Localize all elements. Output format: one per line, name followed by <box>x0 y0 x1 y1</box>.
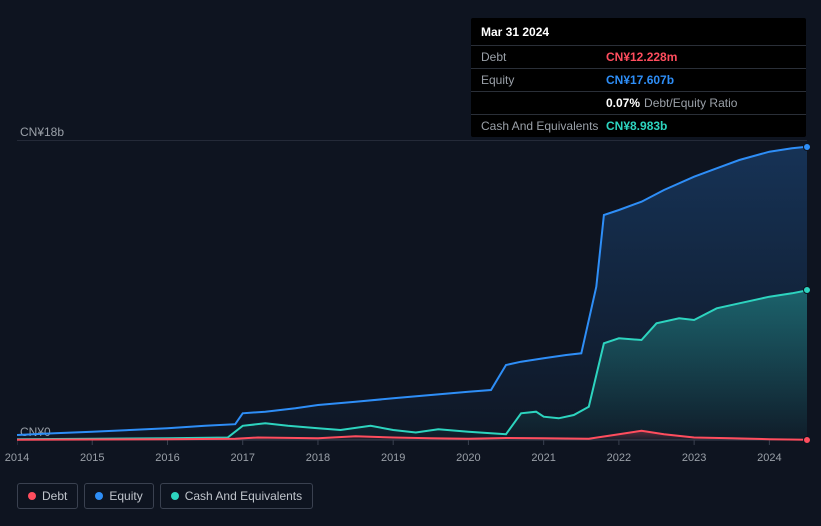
x-tick-label: 2021 <box>531 452 555 464</box>
x-tick-label: 2015 <box>80 452 104 464</box>
financial-chart[interactable] <box>17 140 807 445</box>
legend-item-equity[interactable]: Equity <box>84 483 153 509</box>
x-tick-label: 2020 <box>456 452 480 464</box>
tooltip-row-value: CN¥12.228m <box>606 50 677 64</box>
series-end-dot-cash <box>803 286 811 294</box>
legend-label: Equity <box>109 489 142 503</box>
x-tick-label: 2017 <box>230 452 254 464</box>
x-tick-label: 2018 <box>306 452 330 464</box>
y-axis-max-label: CN¥18b <box>20 125 64 139</box>
tooltip-row-value: CN¥17.607b <box>606 73 674 87</box>
x-tick-label: 2022 <box>607 452 631 464</box>
tooltip-row-label: Equity <box>481 73 606 87</box>
chart-tooltip: Mar 31 2024 DebtCN¥12.228mEquityCN¥17.60… <box>471 18 806 137</box>
tooltip-row-label: Cash And Equivalents <box>481 119 606 133</box>
x-tick-label: 2014 <box>5 452 29 464</box>
x-tick-label: 2023 <box>682 452 706 464</box>
legend-dot-icon <box>171 492 179 500</box>
legend-label: Cash And Equivalents <box>185 489 302 503</box>
tooltip-row: EquityCN¥17.607b <box>471 68 806 91</box>
legend-dot-icon <box>95 492 103 500</box>
x-tick-label: 2024 <box>757 452 781 464</box>
legend-item-cash[interactable]: Cash And Equivalents <box>160 483 313 509</box>
legend-dot-icon <box>28 492 36 500</box>
legend-item-debt[interactable]: Debt <box>17 483 78 509</box>
tooltip-row-value: CN¥8.983b <box>606 119 667 133</box>
tooltip-row-suffix: Debt/Equity Ratio <box>644 96 737 110</box>
x-axis: 2014201520162017201820192020202120222023… <box>17 448 807 468</box>
legend: Debt Equity Cash And Equivalents <box>17 483 313 509</box>
tooltip-date: Mar 31 2024 <box>471 18 806 45</box>
tooltip-row: DebtCN¥12.228m <box>471 45 806 68</box>
x-tick-label: 2019 <box>381 452 405 464</box>
tooltip-row-label <box>481 96 606 110</box>
legend-label: Debt <box>42 489 67 503</box>
series-end-dot-equity <box>803 143 811 151</box>
series-end-dot-debt <box>803 436 811 444</box>
tooltip-row-label: Debt <box>481 50 606 64</box>
tooltip-row: Cash And EquivalentsCN¥8.983b <box>471 114 806 137</box>
x-tick-label: 2016 <box>155 452 179 464</box>
tooltip-row-value: 0.07%Debt/Equity Ratio <box>606 96 737 110</box>
tooltip-row: 0.07%Debt/Equity Ratio <box>471 91 806 114</box>
